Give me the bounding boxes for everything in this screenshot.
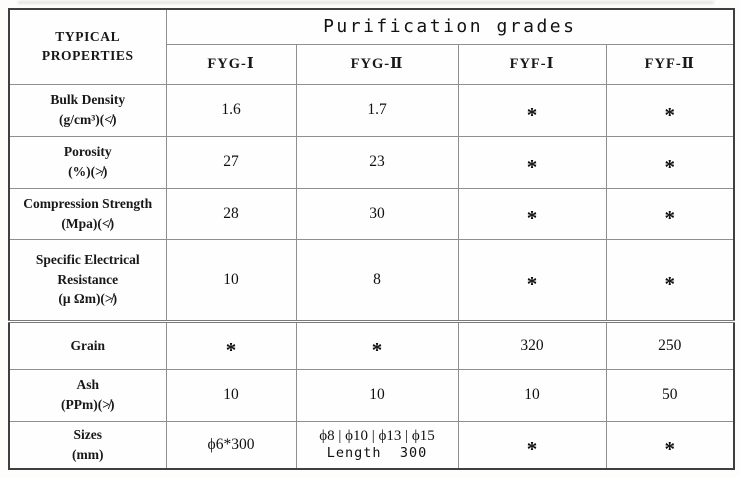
property-cell-specific-electrical-resistance: Specific Electrical Resistance (μ Ωm)(≯) [8, 238, 167, 322]
property-label: Compression Strength [23, 195, 153, 211]
value-cell: * [457, 187, 607, 240]
value-cell-sizes-fyg2: ϕ8 | ϕ10 | ϕ13 | ϕ15 Length 300 [295, 420, 459, 470]
asterisk-value: * [526, 102, 538, 127]
property-cell-sizes: Sizes (mm) [8, 420, 167, 470]
value-cell: 1.7 [295, 83, 459, 137]
value-cell: 23 [295, 135, 459, 189]
row-ash: Ash (PPm)(≯) 10 10 10 50 [8, 368, 735, 422]
value-cell: * [605, 187, 735, 240]
property-unit: (%)(≯) [68, 164, 108, 179]
property-label2: Resistance [57, 271, 119, 287]
corner-header-line2: PROPERTIES [41, 47, 134, 63]
property-label: Specific Electrical [35, 252, 140, 268]
sizes-diameters: ϕ8 | ϕ10 | ϕ13 | ϕ15 [319, 428, 435, 445]
value-cell: 28 [165, 187, 297, 240]
value-cell: 27 [165, 135, 297, 189]
asterisk-value: * [664, 437, 676, 462]
value-cell: 30 [295, 187, 459, 240]
value-cell: 10 [295, 368, 459, 422]
value-cell: * [605, 420, 735, 470]
value-cell: 320 [457, 319, 607, 370]
corner-header-line1: TYPICAL [55, 28, 121, 44]
value-cell: 8 [295, 238, 459, 322]
asterisk-value: * [225, 338, 237, 362]
value-cell: * [457, 420, 607, 470]
purification-grades-table: TYPICAL PROPERTIES Purification grades F… [8, 8, 736, 470]
asterisk-value: * [526, 206, 538, 230]
scan-artifact-top [18, 1, 714, 4]
property-cell-porosity: Porosity (%)(≯) [8, 135, 167, 189]
value-cell: * [457, 83, 607, 137]
value-cell: * [295, 319, 459, 370]
property-unit: (μ Ωm)(≯) [58, 291, 118, 307]
property-label: Bulk Density [50, 92, 126, 108]
value-cell: 10 [457, 368, 607, 422]
asterisk-value: * [526, 437, 538, 462]
row-sizes: Sizes (mm) ϕ6*300 ϕ8 | ϕ10 | ϕ13 | ϕ15 L… [8, 420, 735, 470]
col-header-fyg2: FYG-Ⅱ [295, 43, 459, 85]
value-cell: 250 [605, 319, 735, 370]
asterisk-value: * [664, 206, 676, 230]
property-label: Grain [70, 337, 105, 353]
col-header-fyg1: FYG-Ⅰ [165, 43, 297, 85]
value-cell: * [605, 83, 735, 137]
property-cell-ash: Ash (PPm)(≯) [8, 368, 167, 422]
property-cell-bulk-density: Bulk Density (g/cm³)(≮) [8, 83, 167, 137]
group-header-row: TYPICAL PROPERTIES Purification grades [8, 8, 735, 85]
value-cell: * [605, 238, 735, 322]
col-header-fyf1: FYF-Ⅰ [457, 43, 607, 85]
value-cell: 10 [165, 238, 297, 322]
property-unit: (mm) [72, 446, 104, 462]
value-cell: * [457, 135, 607, 189]
asterisk-value: * [526, 272, 538, 296]
property-unit: (PPm)(≯) [61, 397, 115, 412]
property-cell-compression-strength: Compression Strength (Mpa)(≮) [8, 187, 167, 240]
value-cell: 1.6 [165, 83, 297, 137]
value-cell: * [605, 135, 735, 189]
property-label: Ash [76, 377, 99, 393]
asterisk-value: * [371, 338, 383, 362]
column-header-row: FYG-Ⅰ FYG-Ⅱ FYF-Ⅰ FYF-Ⅱ [9, 43, 735, 85]
row-grain: Grain * * 320 250 [8, 319, 735, 370]
property-cell-grain: Grain [8, 319, 167, 370]
row-bulk-density: Bulk Density (g/cm³)(≮) 1.6 1.7 * * [8, 83, 735, 137]
asterisk-value: * [526, 154, 538, 179]
value-cell: 10 [165, 368, 297, 422]
asterisk-value: * [664, 272, 676, 296]
asterisk-value: * [664, 102, 676, 127]
group-header-cell: Purification grades [165, 8, 735, 45]
corner-header-cell: TYPICAL PROPERTIES [8, 8, 167, 85]
property-label: Porosity [63, 144, 112, 160]
row-specific-electrical-resistance: Specific Electrical Resistance (μ Ωm)(≯)… [8, 238, 735, 322]
value-cell: 50 [605, 368, 735, 422]
property-label: Sizes [73, 427, 103, 443]
row-compression-strength: Compression Strength (Mpa)(≮) 28 30 * * [8, 187, 735, 240]
value-cell: * [165, 319, 297, 370]
value-cell: ϕ6*300 [165, 420, 297, 470]
row-porosity: Porosity (%)(≯) 27 23 * * [8, 135, 735, 189]
value-cell: * [457, 238, 607, 322]
sizes-length: Length 300 [326, 445, 428, 462]
property-unit: (Mpa)(≮) [61, 215, 115, 231]
property-unit: (g/cm³)(≮) [59, 112, 117, 127]
col-header-fyf2: FYF-Ⅱ [605, 43, 735, 85]
asterisk-value: * [664, 154, 676, 179]
